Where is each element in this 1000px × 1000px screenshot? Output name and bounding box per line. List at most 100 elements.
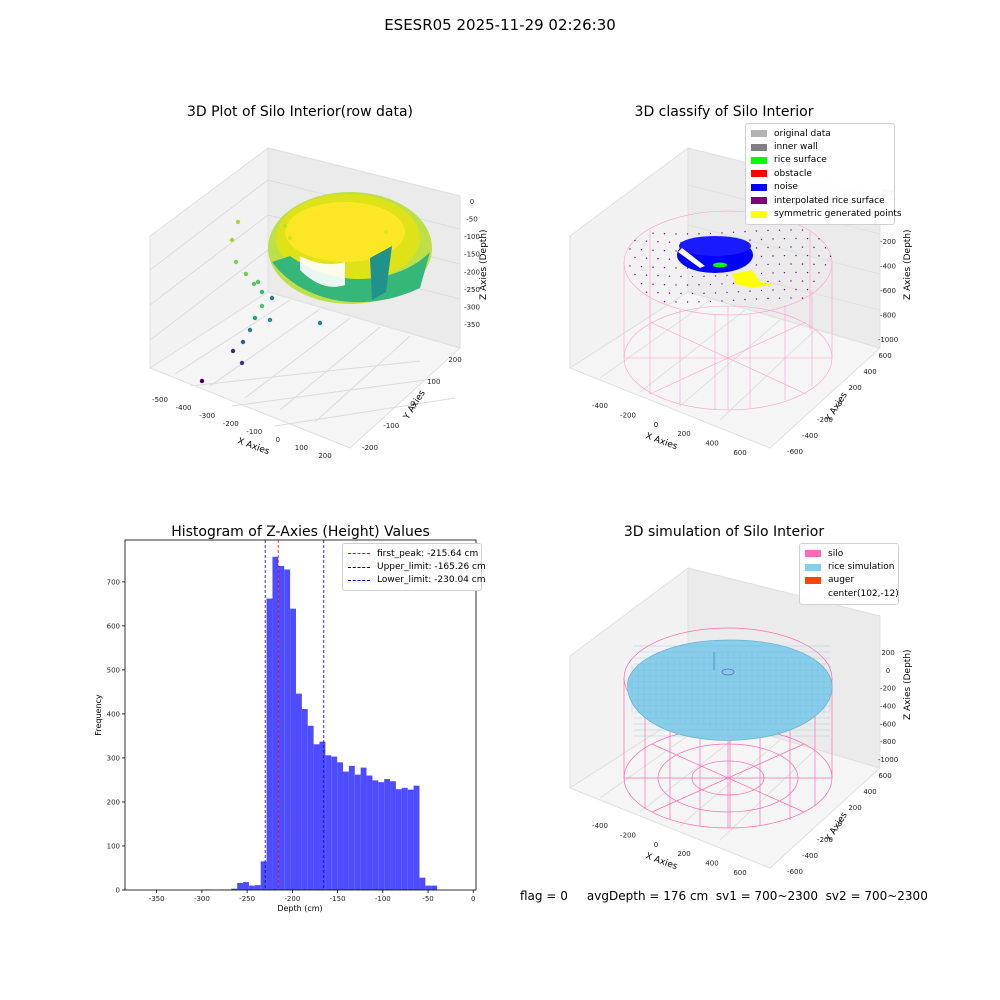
interpolated-point [714,275,717,277]
legend-swatch [751,197,767,205]
interpolated-point [726,274,728,277]
legend-swatch [751,143,767,151]
panel1-z-tick-label: -250 [464,286,480,294]
panel4-x-tick-label: 600 [733,869,746,877]
histogram-bar [372,780,379,890]
panel4-y-tick-label: -200 [817,836,833,844]
histogram-bar [284,569,291,890]
interpolated-point [818,255,820,257]
histogram-legend: first_peak: -215.64 cm Upper_limit: -165.… [342,543,486,592]
panel1-z-tick-label: -50 [466,216,477,224]
interpolated-point [772,289,774,291]
histogram-bar [366,775,373,890]
interpolated-point [783,271,786,274]
legend-swatch [751,156,767,164]
interpolated-point [783,254,786,257]
legend-label: inner wall [774,142,818,153]
histogram-chart: -350 -300 -250 -200 -150 -100 -50 0 0 100 200 300 4… [94,539,477,913]
stats-footer: flag = 0 avgDepth = 176 cm sv1 = 700~230… [520,889,928,903]
raw-data-point [233,259,239,265]
rice-simulation-surface [627,639,833,741]
interpolated-point [680,292,682,295]
histogram-bar [295,693,302,890]
panel4-z-tick-label: -200 [880,685,896,693]
panel1-z-tick-label: -100 [464,233,480,241]
histogram-bar [331,756,338,890]
legend-label: rice simulation [828,562,895,573]
panel2-title: 3D classify of Silo Interior [634,104,814,120]
interpolated-point [663,232,666,235]
legend-label: original data [774,128,831,139]
interpolated-point [732,299,735,301]
interpolated-point [760,272,763,275]
panel2-z-tick-label: -1000 [878,336,898,344]
raw-data-point [230,348,236,354]
histogram-x-tick-label: 0 [471,895,475,903]
interpolated-point [806,288,809,291]
panel4-zlabel: Z Axies (Depth) [903,649,913,720]
panel1-x-tick-label: -400 [176,404,192,412]
interpolated-point [778,297,781,299]
interpolated-point [760,238,763,241]
interpolated-point [675,233,677,235]
panel2-y-tick-label: -200 [817,416,833,424]
interpolated-point [675,267,677,269]
raw-data-point [287,235,293,241]
panel2-y-tick-label: 600 [878,352,891,360]
interpolated-point [772,272,774,274]
panel1-y-tick-label: 100 [427,378,440,386]
interpolated-point [668,241,671,243]
interpolated-point [645,274,648,276]
interpolated-point [657,292,659,294]
panel1-y-tick-label: 0 [410,400,414,408]
histogram-y-tick-label: 100 [107,842,120,850]
interpolated-point [801,297,804,299]
interpolated-point [629,248,631,250]
interpolated-point [640,248,643,251]
interpolated-point [680,275,682,278]
interpolated-point [818,272,820,274]
panel2-x-tick-label: 200 [677,430,690,438]
histogram-y-tick-label: 200 [107,798,120,806]
interpolated-point [813,280,815,283]
interpolated-point [634,239,636,242]
interpolated-point [790,297,792,299]
interpolated-point [732,231,735,233]
histogram-bar [278,565,285,890]
interpolated-point [645,257,648,259]
legend-entry: original data [751,127,889,140]
interpolated-point [772,238,774,240]
raw-data-point [251,281,257,287]
panel1-y-tick-label: 200 [448,356,461,364]
legend-label: center(102,-12) [828,588,899,599]
histogram-bar [231,888,238,890]
legend-swatch [805,576,821,584]
panel2-x-tick-label: 400 [705,440,718,448]
interpolated-point [675,284,677,286]
panel2-z-tick-label: -800 [880,312,896,320]
panel4-y-tick-label: 400 [863,788,876,796]
panel1-zlabel: Z Axies (Depth) [479,229,489,300]
interpolated-point [657,258,659,260]
legend-label: obstacle [774,168,812,179]
interpolated-point [652,232,654,234]
raw-data-point [199,378,205,384]
histogram-y-tick-label: 300 [107,754,120,762]
legend-entry: silo [805,547,893,560]
panel4-legend: silo rice simulation auger center(102,-12) [799,543,899,605]
histogram-bar [325,755,332,890]
raw-data-point [229,237,235,243]
interpolated-point [663,266,666,269]
legend-entry: center(102,-12) [805,587,899,600]
panel4-y-tick-label: 200 [848,804,861,812]
raw-data-point [259,289,265,295]
panel4-x-tick-label: 400 [705,860,718,868]
legend-entry: inner wall [751,140,889,153]
panel1-x-tick-label: -100 [246,428,262,436]
interpolated-point [709,232,712,235]
interpolated-point [755,264,758,266]
histogram-bar [384,779,391,890]
histogram-bar [248,885,255,890]
panel4-z-tick-label: 200 [881,649,894,657]
interpolated-point [686,267,689,269]
